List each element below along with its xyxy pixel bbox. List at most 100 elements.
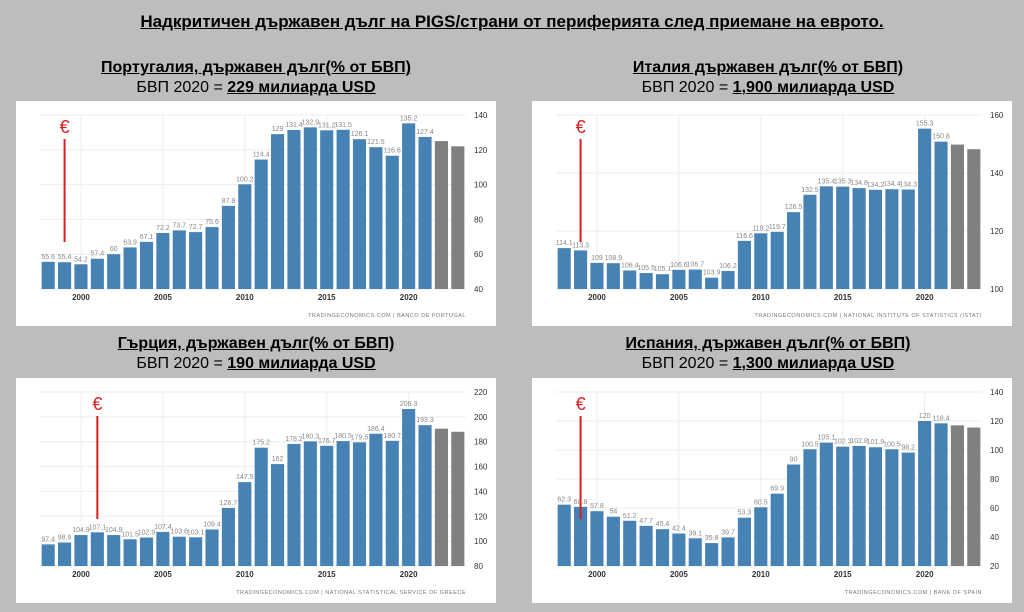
data-label: 104.9 — [72, 527, 90, 534]
bar — [672, 269, 686, 289]
y-tick-label: 100 — [990, 285, 1004, 294]
data-label: 55.4 — [58, 254, 72, 261]
data-label: 67.1 — [140, 234, 154, 241]
bar — [852, 445, 866, 566]
bar — [139, 537, 154, 566]
x-tick-label: 2010 — [236, 293, 254, 302]
data-label: 116.6 — [736, 233, 753, 240]
bar — [369, 433, 383, 566]
bar — [557, 248, 571, 289]
data-label: 107.1 — [89, 524, 107, 531]
data-label: 131.5 — [334, 122, 352, 129]
bar — [352, 442, 367, 566]
data-label: 114.4 — [253, 152, 270, 159]
x-tick-label: 2020 — [400, 570, 418, 579]
bar — [74, 264, 88, 289]
x-tick-label: 2010 — [752, 570, 770, 579]
bar — [934, 423, 948, 566]
bar — [754, 233, 768, 289]
x-tick-label: 2000 — [588, 293, 606, 302]
x-tick-label: 2005 — [670, 293, 688, 302]
x-tick-label: 2005 — [670, 570, 688, 579]
data-label: 119.7 — [769, 224, 786, 231]
data-label: 51.2 — [623, 513, 637, 520]
bar — [205, 227, 219, 289]
bar — [819, 186, 833, 289]
bar — [402, 409, 416, 566]
data-label: 57.8 — [590, 503, 604, 510]
bar — [688, 269, 702, 289]
y-tick-label: 220 — [474, 388, 488, 397]
data-label: 39.1 — [688, 530, 702, 537]
data-label: 100.2 — [236, 176, 254, 183]
bar — [107, 254, 121, 289]
bar — [787, 464, 801, 566]
bar — [172, 536, 186, 566]
y-tick-label: 100 — [474, 537, 488, 546]
bar — [41, 544, 55, 566]
data-label: 55.6 — [41, 254, 55, 261]
gdp-value: 229 милиарда USD — [227, 79, 376, 96]
bar — [770, 231, 784, 289]
data-label: 119.2 — [752, 225, 769, 232]
y-tick-label: 140 — [990, 388, 1004, 397]
forecast-bar — [434, 141, 448, 289]
bar — [574, 250, 588, 289]
data-label: 60.5 — [754, 499, 768, 506]
chart-svg: 20 40 60 80 100 120 140 2000 2005 2010 2015 2020 62.… — [556, 388, 1004, 596]
data-label: 103.1 — [187, 529, 205, 536]
bar — [623, 520, 637, 566]
data-label: 39.7 — [721, 529, 735, 536]
data-label: 132.5 — [801, 187, 819, 194]
data-label: 90 — [790, 457, 798, 464]
gdp-prefix: БВП 2020 = — [641, 79, 733, 96]
source-label: TRADINGECONOMICS.COM | NATIONAL STATISTI… — [236, 590, 466, 596]
euro-icon: € — [576, 394, 586, 414]
data-label: 60 — [110, 246, 118, 253]
data-label: 193.3 — [416, 417, 434, 424]
bar — [156, 232, 170, 289]
bar — [885, 189, 899, 289]
chart-title: Португалия, държавен дълг(% от БВП) — [101, 59, 411, 76]
data-label: 147.5 — [236, 474, 254, 481]
bar — [639, 273, 653, 289]
data-label: 113.3 — [572, 242, 589, 249]
bar — [770, 493, 784, 566]
y-tick-label: 120 — [990, 417, 1004, 426]
data-label: 109.4 — [203, 521, 221, 528]
bar — [868, 189, 883, 289]
bar — [885, 449, 899, 566]
portugal-title: Португалия, държавен дълг(% от БВП) БВП 2… — [16, 58, 496, 98]
data-label: 180.7 — [384, 433, 402, 440]
x-tick-label: 2020 — [916, 570, 934, 579]
y-tick-label: 140 — [474, 111, 488, 120]
bar — [787, 212, 801, 289]
y-tick-label: 140 — [474, 487, 488, 496]
data-label: 53.3 — [738, 510, 752, 517]
data-label: 105.1 — [818, 435, 836, 442]
x-tick-label: 2000 — [588, 570, 606, 579]
y-tick-label: 200 — [474, 413, 488, 422]
bar — [754, 507, 768, 566]
bar — [139, 241, 154, 289]
forecast-bar — [451, 146, 465, 289]
greece-chart: 80 100 120 140 160 180 200 220 2000 2005 2010 2015 2… — [16, 378, 496, 603]
y-tick-label: 120 — [474, 146, 488, 155]
data-label: 69.9 — [770, 486, 784, 493]
data-label: 106.6 — [670, 262, 688, 269]
data-label: 98.2 — [901, 445, 915, 452]
data-label: 186.4 — [367, 426, 385, 433]
data-label: 126.7 — [220, 500, 238, 507]
data-label: 106.4 — [621, 262, 639, 269]
bar — [557, 504, 571, 566]
data-label: 126.5 — [785, 204, 803, 211]
euro-icon: € — [92, 394, 102, 414]
greece-title: Гърция, държавен дълг(% от БВП) БВП 2020 … — [16, 334, 496, 374]
data-label: 102.8 — [850, 438, 868, 445]
bar — [402, 123, 416, 290]
x-tick-label: 2005 — [154, 293, 172, 302]
bar — [705, 543, 719, 566]
data-label: 47.7 — [639, 518, 653, 525]
spain-chart: 20 40 60 80 100 120 140 2000 2005 2010 2015 2020 62.… — [532, 378, 1012, 603]
